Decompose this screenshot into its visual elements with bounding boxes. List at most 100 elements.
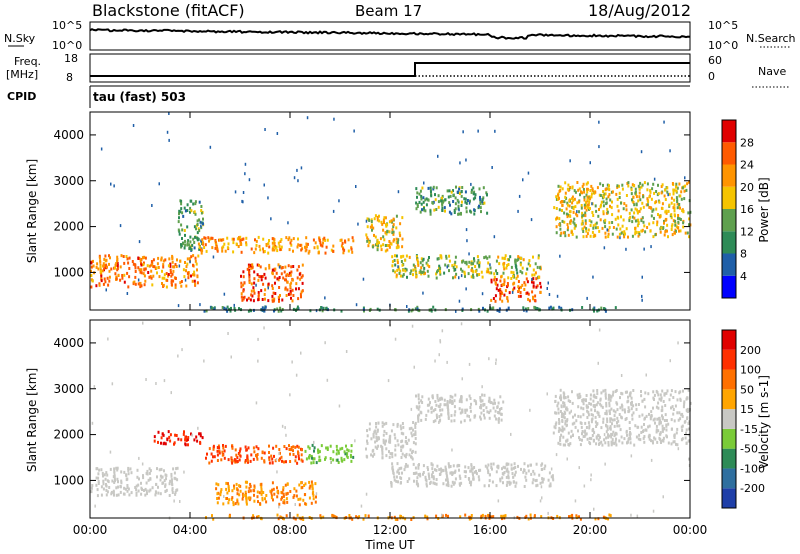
- power-cell-7: [499, 294, 502, 298]
- power-cell-9: [570, 230, 573, 234]
- power-cell-9: [566, 215, 569, 219]
- power-cell-4: [226, 305, 229, 309]
- power-cell-9: [577, 200, 580, 204]
- velocity-cell-9: [661, 417, 664, 421]
- power-cell-9: [559, 200, 562, 204]
- power-cell-3: [261, 298, 264, 301]
- velocity-cell-7: [505, 475, 508, 479]
- velocity-cell-8: [459, 411, 462, 415]
- velocity-cell-6: [366, 429, 368, 433]
- power-cell-8: [441, 203, 444, 207]
- power-cell-2: [288, 236, 291, 240]
- velocity-cell-2: [223, 449, 226, 453]
- velocity-cell-0: [96, 488, 99, 492]
- velocity-cell-7: [486, 466, 489, 470]
- power-cell-3: [242, 289, 245, 293]
- velocity-cell-4: [283, 501, 286, 505]
- velocity-cell-8: [479, 396, 482, 399]
- power-cell-3: [256, 263, 259, 267]
- velocity-cell-8: [453, 413, 456, 417]
- power-cell-9: [672, 206, 675, 210]
- velocity-cell-4: [298, 503, 301, 507]
- power-cell-6: [476, 255, 479, 259]
- power-cell-8: [470, 188, 473, 192]
- velocity-cell-8: [488, 416, 491, 420]
- velocity-cell-5: [276, 513, 279, 517]
- velocity-cell-9: [589, 393, 592, 397]
- power-cell-2: [205, 249, 208, 253]
- power-cell-8: [437, 205, 440, 209]
- velocity-cell-2: [297, 445, 300, 449]
- velocity-cell-9: [630, 396, 633, 400]
- velocity-ylabel: Slant Range [km]: [25, 368, 39, 472]
- velocity-cell-6: [376, 429, 379, 433]
- power-cell-0: [169, 264, 172, 268]
- velocity-cell-3: [317, 451, 320, 455]
- velocity-cell-1: [186, 438, 189, 442]
- velocity-cell-9: [628, 427, 631, 430]
- velocity-cell-2: [231, 461, 234, 465]
- power-cell-4: [376, 307, 379, 311]
- velocity-cell-6: [389, 452, 392, 456]
- velocity-speckle: [181, 348, 183, 352]
- power-cell-9: [655, 200, 658, 204]
- power-cell-8: [420, 197, 423, 201]
- power-cell-3: [249, 298, 252, 302]
- power-cell-6: [472, 270, 475, 274]
- velocity-cell-0: [147, 478, 150, 482]
- velocity-cell-0: [101, 471, 104, 475]
- power-cell-0: [168, 257, 171, 261]
- power-cell-9: [665, 209, 668, 213]
- velocity-cell-9: [554, 394, 557, 398]
- power-cell-9: [627, 181, 630, 185]
- velocity-cell-6: [388, 455, 391, 459]
- power-cell-5: [368, 219, 371, 222]
- velocity-cell-2: [285, 447, 288, 451]
- velocity-cell-0: [113, 475, 116, 479]
- power-cell-6: [470, 261, 473, 265]
- power-cell-0: [116, 267, 119, 270]
- power-cell-6: [488, 271, 491, 275]
- power-cell-7: [506, 299, 509, 303]
- velocity-cell-0: [145, 481, 148, 485]
- velocity-cell-8: [436, 416, 438, 420]
- power-cell-2: [258, 244, 261, 248]
- power-cell-3: [289, 285, 292, 289]
- power-cell-6: [496, 272, 499, 275]
- power-cell-5: [367, 244, 370, 248]
- velocity-cell-7: [471, 467, 474, 471]
- power-speckle: [355, 185, 357, 188]
- power-cell-6: [518, 256, 521, 260]
- velocity-cell-8: [497, 401, 500, 405]
- power-cell-4: [581, 306, 584, 309]
- velocity-cell-0: [149, 488, 152, 492]
- velocity-cell-2: [297, 451, 300, 455]
- power-cell-6: [515, 265, 518, 269]
- power-speckle: [641, 275, 643, 279]
- velocity-cell-9: [643, 435, 646, 438]
- velocity-cell-9: [571, 401, 574, 405]
- velocity-cell-9: [588, 440, 591, 444]
- power-cell-9: [559, 227, 562, 231]
- power-cell-9: [652, 182, 655, 186]
- power-cell-5: [388, 230, 391, 234]
- velocity-cell-9: [675, 431, 678, 435]
- velocity-cell-9: [579, 421, 582, 425]
- velocity-cell-9: [577, 429, 579, 433]
- power-cell-6: [394, 263, 397, 267]
- power-cell-8: [472, 197, 475, 201]
- velocity-cell-8: [420, 418, 423, 422]
- power-cell-0: [90, 265, 93, 269]
- power-cell-9: [637, 221, 640, 225]
- velocity-cell-0: [90, 490, 93, 494]
- power-cell-3: [286, 288, 289, 292]
- velocity-cell-8: [493, 414, 496, 418]
- power-cell-6: [422, 272, 425, 276]
- velocity-cell-0: [125, 473, 128, 477]
- velocity-speckle: [460, 322, 463, 326]
- power-cell-1: [202, 222, 204, 226]
- velocity-cell-7: [412, 462, 415, 466]
- power-cell-9: [678, 229, 680, 233]
- power-speckle: [357, 222, 359, 226]
- velocity-cell-7: [435, 482, 438, 486]
